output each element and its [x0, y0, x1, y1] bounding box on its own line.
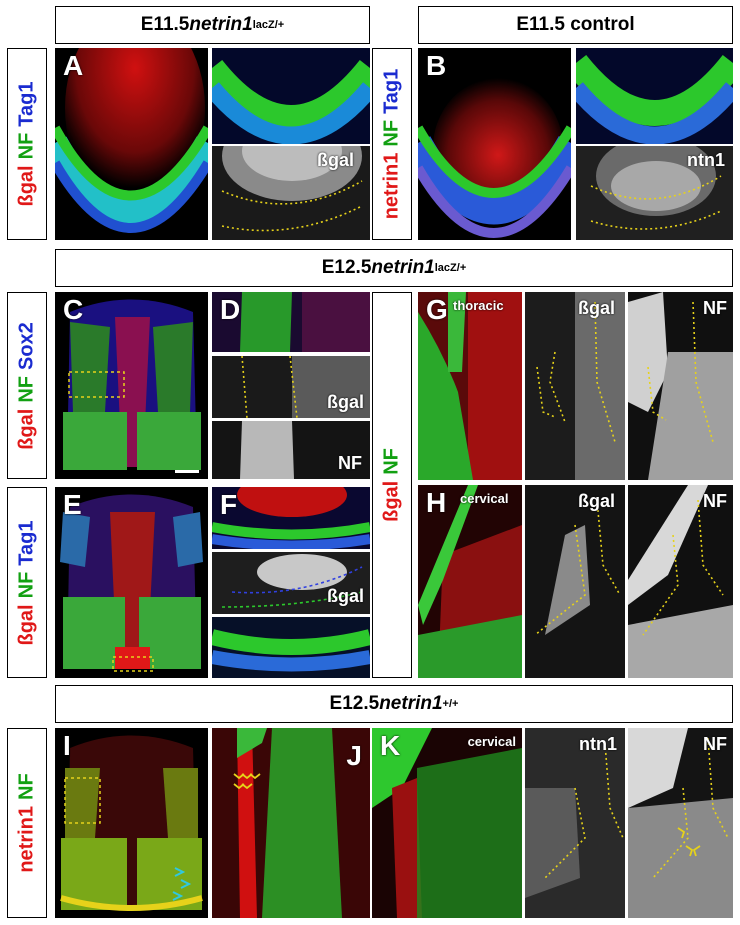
channel-tag: ßgal	[577, 298, 615, 318]
header-e115-netrin1-lacz: E11.5 netrin1 lacZ/+	[55, 6, 370, 44]
channel-label: netrin1	[380, 152, 403, 220]
side-label-row-c: ßgal NF Sox2	[7, 292, 47, 479]
channel-label: Sox2	[15, 321, 38, 370]
panel-i-image: I	[55, 728, 208, 918]
channel-tag: ßgal	[577, 491, 615, 511]
header-sup: lacZ/+	[252, 19, 285, 31]
panel-letter: J	[346, 740, 362, 771]
region-tag: cervical	[467, 734, 516, 749]
side-label-row-a: ßgal NF Tag1	[7, 48, 47, 240]
panel-k-nf: NF	[628, 728, 733, 918]
side-label-row-b: netrin1 NF Tag1	[372, 48, 412, 240]
channel-tag: ßgal	[326, 586, 364, 606]
panel-letter: G	[426, 294, 448, 325]
panel-j-image: J	[212, 728, 370, 918]
channel-label: netrin1	[15, 805, 38, 873]
channel-tag: NF	[703, 491, 727, 511]
panel-h-bgal: ßgal	[525, 485, 625, 678]
panel-letter: I	[63, 730, 71, 761]
channel-tag: ßgal	[326, 392, 364, 412]
channel-label: Tag1	[15, 520, 38, 566]
region-tag: thoracic	[453, 298, 504, 313]
header-prefix: E12.5	[329, 693, 380, 714]
channel-label: ßgal	[380, 480, 403, 522]
channel-tag: NF	[703, 734, 727, 754]
panel-h-merge: H cervical	[418, 485, 522, 678]
panel-letter: H	[426, 487, 447, 518]
channel-label: NF	[15, 571, 38, 598]
panel-b-main-image: B	[418, 48, 571, 240]
panel-g-merge: G thoracic	[418, 292, 522, 480]
header-prefix: E12.5	[321, 257, 372, 278]
panel-f-nf-tag1	[212, 617, 370, 678]
header-gene: netrin1	[371, 257, 435, 278]
panel-k-ntn1: ntn1	[525, 728, 625, 918]
channel-tag: NF	[703, 298, 727, 318]
channel-label: ßgal	[15, 408, 38, 450]
region-tag: cervical	[460, 491, 509, 506]
channel-tag: ntn1	[579, 734, 617, 754]
header-gene: netrin1	[189, 14, 253, 35]
header-prefix: E11.5	[140, 14, 190, 35]
panel-letter: K	[380, 730, 401, 761]
panel-e-image: E	[55, 487, 208, 678]
channel-label: Tag1	[15, 81, 38, 127]
panel-b-inset-ntn1: ntn1	[576, 146, 733, 240]
panel-letter: C	[63, 294, 84, 325]
header-e125-netrin1-wt: E12.5 netrin1 +/+	[55, 685, 733, 723]
panel-b-inset-merge	[576, 48, 733, 144]
side-label-row-gh: ßgal NF	[372, 292, 412, 678]
panel-h-nf: NF	[628, 485, 733, 678]
channel-label: ßgal	[15, 603, 38, 645]
panel-g-bgal: ßgal	[525, 292, 625, 480]
panel-letter: B	[426, 50, 447, 81]
channel-tag: NF	[338, 453, 362, 473]
channel-label: NF	[15, 132, 38, 160]
channel-label: Tag1	[380, 68, 403, 114]
channel-label: NF	[380, 119, 403, 147]
panel-letter: F	[220, 489, 238, 520]
channel-tag: ßgal	[316, 150, 354, 170]
panel-letter: E	[63, 489, 82, 520]
panel-g-nf: NF	[628, 292, 733, 480]
header-gene: netrin1	[379, 693, 443, 714]
panel-a-main-image: A	[55, 48, 208, 240]
channel-label: ßgal	[15, 165, 38, 207]
panel-a-inset-bgal: ßgal	[212, 146, 370, 240]
header-e125-netrin1-lacz: E12.5 netrin1 lacZ/+	[55, 249, 733, 287]
panel-letter: A	[63, 50, 84, 81]
panel-d-bgal: ßgal	[212, 356, 370, 418]
channel-tag: ntn1	[687, 150, 725, 170]
channel-label: NF	[15, 375, 38, 403]
panel-f-merge: F	[212, 487, 370, 549]
header-sup: +/+	[442, 698, 459, 710]
panel-d-nf: NF	[212, 421, 370, 479]
panel-letter: D	[220, 294, 241, 325]
channel-label: NF	[380, 448, 403, 475]
header-text: E11.5 control	[516, 14, 635, 35]
channel-label: NF	[15, 773, 38, 800]
header-sup: lacZ/+	[434, 262, 467, 274]
panel-f-bgal: ßgal	[212, 552, 370, 614]
panel-a-inset-merge	[212, 48, 370, 144]
panel-d-merge: D	[212, 292, 370, 352]
panel-k-merge: K cervical	[372, 728, 522, 918]
side-label-row-i: netrin1 NF	[7, 728, 47, 918]
panel-c-image: C	[55, 292, 208, 479]
side-label-row-e: ßgal NF Tag1	[7, 487, 47, 678]
header-e115-control: E11.5 control	[418, 6, 733, 44]
